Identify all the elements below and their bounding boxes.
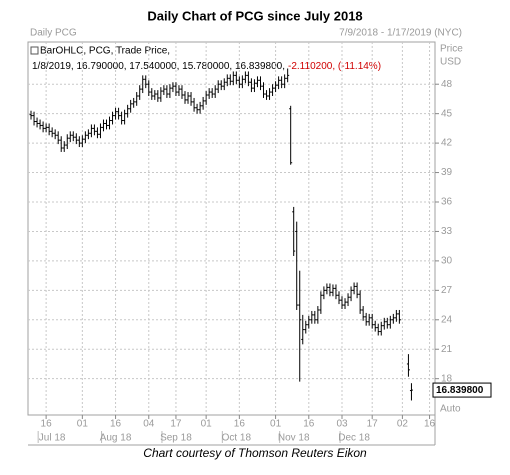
month-label: Sep 18 [160, 433, 192, 444]
x-tick-label: 03 [336, 419, 348, 430]
legend-change: -2.110200, (-11.14%) [288, 61, 381, 72]
y-tick-label: 39 [441, 167, 453, 178]
legend-icon [30, 46, 39, 55]
scale-label: Auto [440, 404, 461, 415]
subtitle: Daily PCG [30, 28, 77, 39]
x-tick-label: 01 [270, 419, 282, 430]
x-tick-label: 01 [77, 419, 89, 430]
month-label: Nov 18 [278, 433, 310, 444]
legend-values: 1/8/2019, 16.790000, 17.540000, 15.78000… [32, 61, 381, 72]
y-tick-label: 18 [441, 373, 453, 384]
y-axis-label: Price [440, 44, 463, 55]
y-tick-label: 33 [441, 226, 453, 237]
legend-title: BarOHLC, PCG, Trade Price, [40, 46, 170, 57]
y-axis-label: USD [440, 57, 461, 68]
y-tick-label: 27 [441, 285, 453, 296]
legend-values-text: 1/8/2019, 16.790000, 17.540000, 15.78000… [32, 61, 285, 72]
y-tick-label: 42 [441, 138, 453, 149]
x-tick-label: 16 [424, 419, 436, 430]
month-label: Aug 18 [100, 433, 132, 444]
plot-frame [27, 41, 436, 416]
month-label: Dec 18 [338, 433, 370, 444]
y-tick-label: 24 [441, 314, 453, 325]
x-tick-label: 16 [41, 419, 53, 430]
y-tick-label: 45 [441, 108, 453, 119]
y-tick-label: 36 [441, 197, 453, 208]
y-tick-label: 21 [441, 344, 453, 355]
month-label: Jul 18 [39, 433, 66, 444]
chart-title: Daily Chart of PCG since July 2018 [147, 8, 362, 23]
month-label: Oct 18 [222, 433, 252, 444]
x-tick-label: 17 [170, 419, 182, 430]
x-tick-label: 16 [234, 419, 246, 430]
x-tick-label: 02 [397, 419, 409, 430]
x-tick-label: 16 [110, 419, 122, 430]
y-tick-label: 48 [441, 79, 453, 90]
caption: Chart courtesy of Thomson Reuters Eikon [143, 446, 367, 460]
date-range: 7/9/2018 - 1/17/2019 (NYC) [339, 28, 462, 39]
last-value-box [432, 382, 492, 398]
y-tick-label: 30 [441, 256, 453, 267]
x-tick-label: 16 [303, 419, 315, 430]
x-tick-label: 17 [367, 419, 379, 430]
last-value-label: 16.839800 [436, 385, 484, 396]
x-tick-label: 04 [143, 419, 155, 430]
x-tick-label: 01 [201, 419, 213, 430]
